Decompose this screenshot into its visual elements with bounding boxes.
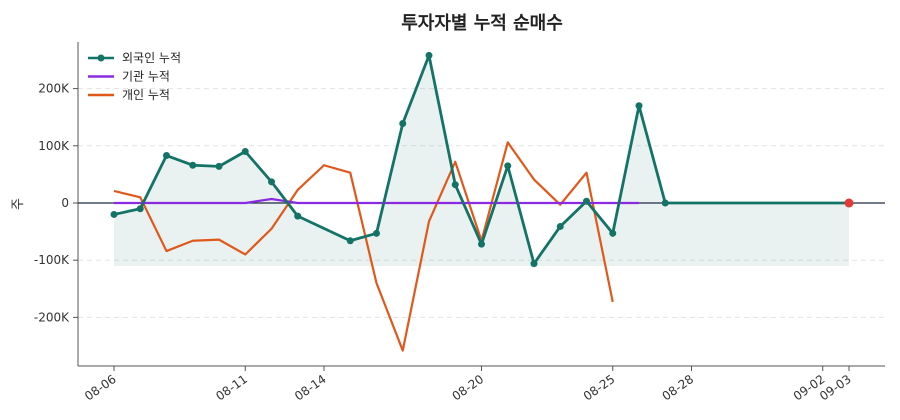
foreign-point [530, 260, 538, 268]
y-tick-label: 0 [61, 196, 69, 210]
y-tick-label: -100K [34, 253, 70, 267]
legend-label-foreign: 외국인 누적 [122, 51, 181, 65]
foreign-fill-area [114, 55, 849, 267]
foreign-point [609, 229, 617, 237]
foreign-point [346, 237, 354, 245]
legend-marker-foreign [97, 54, 105, 62]
x-tick-label: 08-06 [82, 372, 119, 403]
legend-label-individual: 개인 누적 [122, 88, 170, 102]
foreign-point [163, 152, 170, 160]
chart-title: 투자자별 누적 순매수 [401, 13, 563, 34]
y-tick-label: 200K [38, 82, 70, 96]
foreign-point [241, 148, 249, 156]
series-group [110, 51, 854, 352]
foreign-point [399, 119, 407, 127]
x-tick-label: 08-25 [581, 372, 618, 403]
foreign-point [583, 197, 590, 205]
foreign-point [215, 162, 223, 170]
individual-line [113, 141, 614, 352]
foreign-point [294, 212, 302, 220]
foreign-last-point [844, 198, 854, 208]
foreign-point [556, 222, 564, 230]
y-tick-label: -200K [34, 310, 70, 324]
foreign-point [189, 161, 197, 169]
foreign-point [136, 205, 144, 213]
foreign-point [451, 181, 459, 189]
foreign-point [425, 51, 433, 59]
x-tick-label: 08-14 [292, 372, 329, 403]
institution-line [114, 197, 639, 205]
x-tick-label: 08-28 [660, 372, 697, 403]
foreign-fill-area [114, 55, 849, 267]
foreign-point [373, 229, 380, 237]
foreign-point [635, 102, 643, 110]
legend-label-institution: 기관 누적 [122, 70, 170, 84]
foreign-point [478, 240, 485, 248]
foreign-point [661, 199, 669, 207]
y-axis-label: 주 [11, 198, 26, 210]
y-tick-label: 100K [38, 139, 70, 153]
x-tick-label: 08-20 [450, 372, 487, 403]
foreign-point [504, 162, 512, 170]
foreign-point [110, 210, 118, 218]
foreign-line [113, 54, 849, 266]
x-tick-label: 08-11 [213, 372, 250, 403]
foreign-point [268, 178, 275, 186]
